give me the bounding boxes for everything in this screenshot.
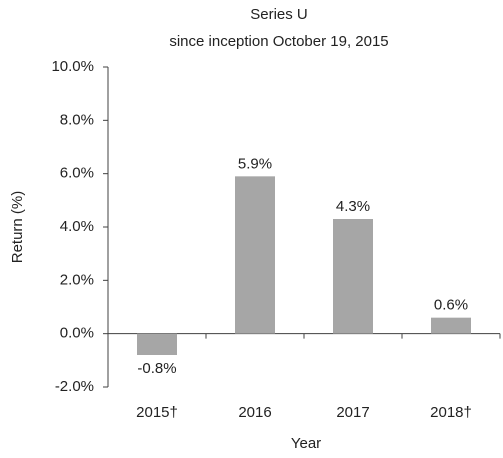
y-tick-label: -2.0% bbox=[55, 378, 94, 395]
value-label: 4.3% bbox=[336, 198, 370, 215]
chart-title: Series U bbox=[250, 6, 308, 23]
bar bbox=[235, 176, 275, 334]
y-tick-label: 0.0% bbox=[60, 325, 94, 342]
chart-subtitle: since inception October 19, 2015 bbox=[169, 33, 388, 50]
x-tick-label: 2017 bbox=[336, 404, 369, 421]
bar bbox=[431, 317, 471, 334]
value-label: 5.9% bbox=[238, 155, 272, 172]
y-axis-label: Return (%) bbox=[9, 191, 26, 264]
bar bbox=[333, 219, 373, 334]
value-label: 0.6% bbox=[434, 297, 468, 314]
x-axis-label: Year bbox=[291, 435, 321, 452]
bar bbox=[137, 333, 177, 355]
y-tick-label: 4.0% bbox=[60, 218, 94, 235]
y-tick-label: 6.0% bbox=[60, 165, 94, 182]
x-tick-label: 2016 bbox=[238, 404, 271, 421]
y-tick-label: 8.0% bbox=[60, 111, 94, 128]
x-tick-label: 2015† bbox=[136, 404, 178, 421]
y-tick-label: 10.0% bbox=[51, 58, 94, 75]
y-tick-label: 2.0% bbox=[60, 271, 94, 288]
x-tick-label: 2018† bbox=[430, 404, 472, 421]
value-label: -0.8% bbox=[137, 360, 176, 377]
